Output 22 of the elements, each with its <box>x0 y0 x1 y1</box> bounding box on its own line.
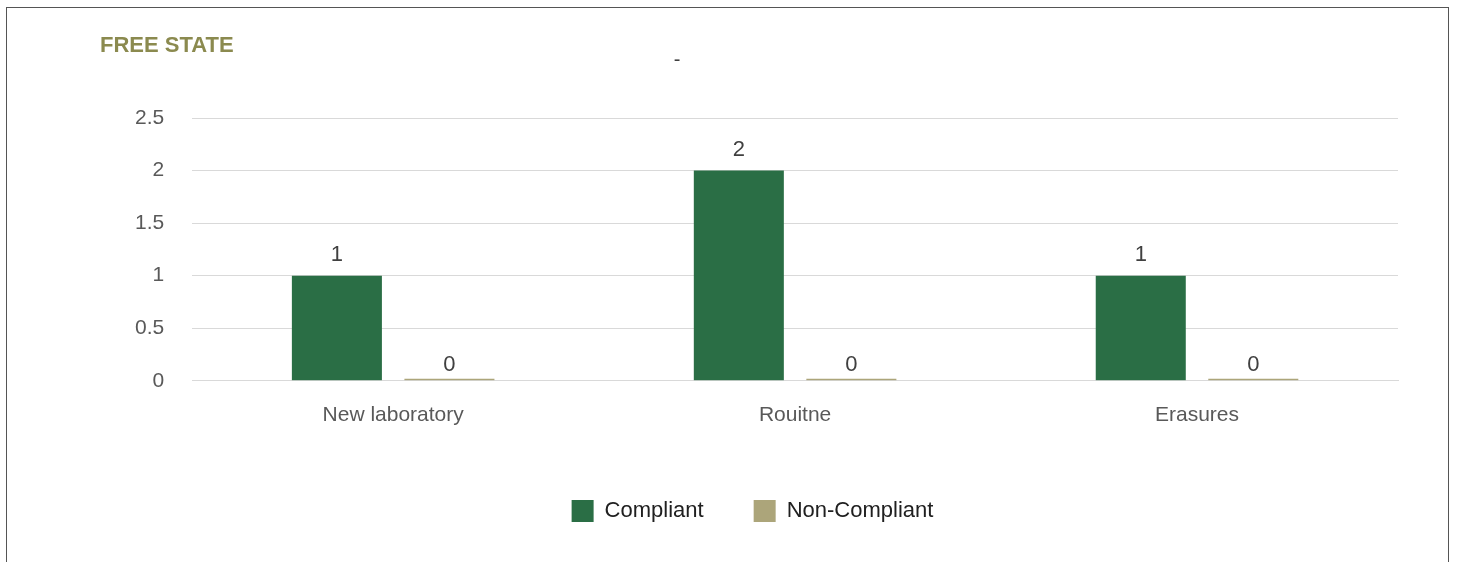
x-tick-label: Rouitne <box>758 402 832 426</box>
bar <box>693 170 784 381</box>
y-tick-label: 0.5 <box>134 315 165 339</box>
data-label: 0 <box>443 350 456 376</box>
y-tick-label: 2 <box>152 157 165 181</box>
data-label: 1 <box>330 240 344 266</box>
chart-subtitle: - <box>672 48 682 71</box>
data-label: 0 <box>1247 350 1260 376</box>
bar <box>1095 275 1186 381</box>
y-tick-label: 0 <box>152 367 165 391</box>
data-label: 2 <box>732 135 745 161</box>
data-label: 0 <box>845 350 858 376</box>
legend-label: Compliant <box>604 497 704 523</box>
x-tick-label: New laboratory <box>322 402 465 426</box>
y-tick-label: 1 <box>152 262 165 286</box>
chart-title: FREE STATE <box>100 32 234 58</box>
x-tick-label: Erasures <box>1155 402 1240 426</box>
data-label: 1 <box>1134 240 1147 266</box>
y-tick-label: 1.5 <box>134 209 165 233</box>
legend-label: Non-Compliant <box>786 497 934 523</box>
bar <box>291 275 382 381</box>
y-tick-label: 2.5 <box>134 104 165 128</box>
